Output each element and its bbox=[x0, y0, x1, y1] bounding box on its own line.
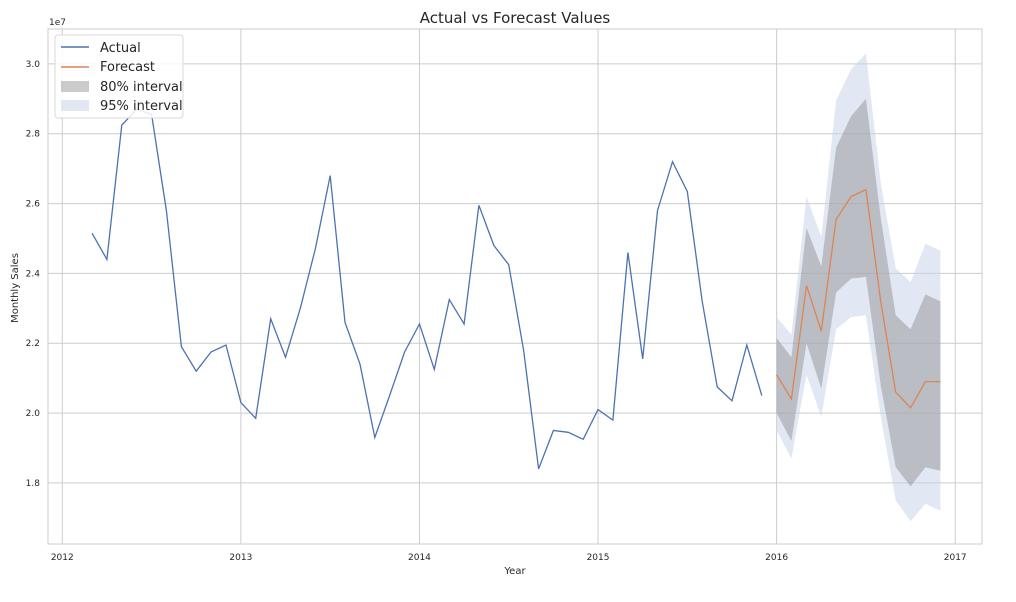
y-tick-label: 1.8 bbox=[26, 479, 41, 489]
forecast-series-line bbox=[776, 188, 941, 409]
y-tick-label: 2.0 bbox=[26, 409, 41, 419]
y-exponent-label: 1e7 bbox=[49, 18, 66, 28]
legend-box bbox=[54, 34, 184, 119]
y-axis-label: Monthly Sales bbox=[10, 253, 21, 323]
y-tick-label: 2.6 bbox=[26, 200, 41, 210]
x-tick-label: 2013 bbox=[229, 553, 252, 563]
x-axis-label: Year bbox=[503, 566, 526, 577]
interval-80-band bbox=[776, 98, 941, 487]
x-gridlines bbox=[61, 29, 956, 544]
chart-title: Actual vs Forecast Values bbox=[420, 9, 611, 27]
plot-area bbox=[91, 53, 941, 522]
x-tick-label: 2017 bbox=[944, 553, 967, 563]
y-tick-label: 2.2 bbox=[26, 339, 40, 349]
x-tick-label: 2014 bbox=[408, 553, 431, 563]
x-tick-label: 2015 bbox=[587, 553, 610, 563]
y-tick-label: 2.8 bbox=[26, 130, 41, 140]
y-tick-label: 3.0 bbox=[26, 60, 41, 70]
y-tick-labels: 1.8 2.0 2.2 2.4 2.6 2.8 3.0 bbox=[26, 60, 41, 489]
x-tick-label: 2016 bbox=[765, 553, 788, 563]
legend-interval-80-swatch bbox=[61, 81, 89, 92]
x-tick-labels: 2012 2013 2014 2015 2016 2017 bbox=[51, 553, 967, 563]
legend-interval-80-label: 80% interval bbox=[100, 80, 183, 95]
y-tick-label: 2.4 bbox=[26, 269, 41, 279]
legend-interval-95-swatch bbox=[61, 100, 89, 111]
legend-forecast-label: Forecast bbox=[100, 60, 155, 75]
legend-actual-label: Actual bbox=[100, 41, 141, 56]
legend: Actual Forecast 80% interval 95% interva… bbox=[54, 34, 184, 119]
x-tick-label: 2012 bbox=[51, 553, 74, 563]
actual-series-line bbox=[91, 108, 763, 470]
y-gridlines bbox=[48, 63, 982, 484]
interval-95-band bbox=[776, 53, 941, 522]
legend-interval-95-label: 95% interval bbox=[100, 99, 183, 114]
plot-frame bbox=[47, 28, 983, 545]
